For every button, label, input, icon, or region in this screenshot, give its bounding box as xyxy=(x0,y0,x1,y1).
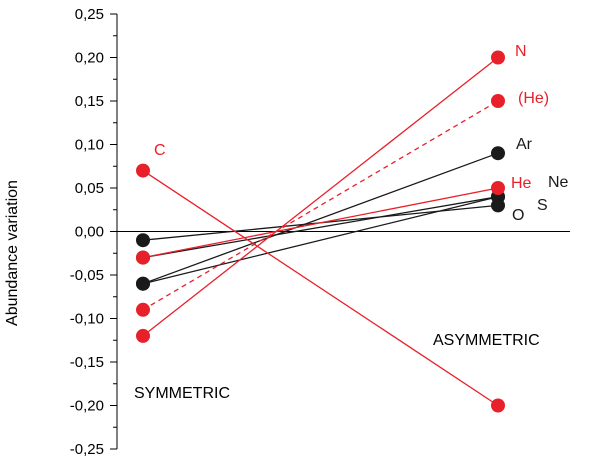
point-c-symmetric xyxy=(136,163,150,178)
point-he-asymmetric xyxy=(491,181,505,195)
point-he-symmetric xyxy=(136,302,150,317)
series-label-c: C xyxy=(154,142,166,159)
series-points xyxy=(136,50,505,413)
point-o-symmetric xyxy=(136,233,150,248)
series-line-s xyxy=(142,196,499,285)
series-line-c xyxy=(142,170,499,407)
series-line-ar xyxy=(142,152,499,285)
y-tick-label: 0,15 xyxy=(75,93,104,110)
series-label-ne: Ne xyxy=(548,174,569,191)
series-line-he xyxy=(142,100,499,311)
y-tick-label: -0,25 xyxy=(70,441,104,458)
series-label-he: He xyxy=(511,175,532,192)
y-tick-label: -0,15 xyxy=(70,354,104,371)
y-axis-title: Abundance variation xyxy=(4,180,21,326)
point-n-symmetric xyxy=(136,328,150,343)
point-o-asymmetric xyxy=(491,198,505,213)
y-tick-label: 0,00 xyxy=(75,224,104,241)
y-tick-label: -0,05 xyxy=(70,267,104,284)
series-label-s: S xyxy=(537,197,548,214)
y-tick-label: -0,10 xyxy=(70,311,104,328)
y-tick-label: 0,05 xyxy=(75,180,104,197)
point-he-symmetric xyxy=(136,250,150,265)
point-ar-asymmetric xyxy=(491,146,505,161)
y-tick-label: 0,10 xyxy=(75,137,104,154)
point-s-symmetric xyxy=(136,276,150,291)
series-line-he xyxy=(142,187,499,259)
series-lines xyxy=(142,56,499,407)
series-line-ne xyxy=(142,196,499,259)
y-tick-label: 0,20 xyxy=(75,50,104,67)
series-label-n: N xyxy=(515,43,527,60)
asymmetric-label: ASYMMETRIC xyxy=(433,332,540,349)
y-axis: 0,25 0,20 0,15 0,10 0,05 0,00 -0,05 -0,10 -0,15 -… xyxy=(70,6,118,458)
series-label-o: O xyxy=(512,207,524,224)
y-tick-label: -0,20 xyxy=(70,398,104,415)
point-n-asymmetric xyxy=(491,50,505,65)
point-c-asymmetric xyxy=(491,398,505,413)
point-he-asymmetric xyxy=(491,94,505,108)
series-label-ar: Ar xyxy=(516,136,533,153)
symmetric-label: SYMMETRIC xyxy=(134,385,230,402)
series-line-n xyxy=(142,56,499,337)
y-tick-label: 0,25 xyxy=(75,6,104,23)
series-label-he: (He) xyxy=(518,90,549,107)
